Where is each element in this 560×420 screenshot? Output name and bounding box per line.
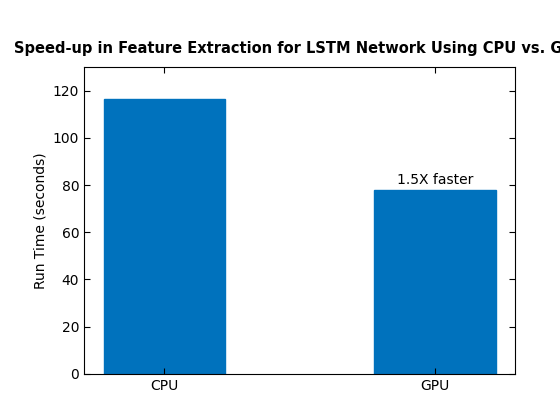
Text: 1.5X faster: 1.5X faster [396, 173, 473, 187]
Title: Speed-up in Feature Extraction for LSTM Network Using CPU vs. GPU: Speed-up in Feature Extraction for LSTM … [14, 41, 560, 56]
Bar [374, 190, 496, 374]
Bar [104, 99, 225, 374]
Y-axis label: Run Time (seconds): Run Time (seconds) [33, 152, 47, 289]
